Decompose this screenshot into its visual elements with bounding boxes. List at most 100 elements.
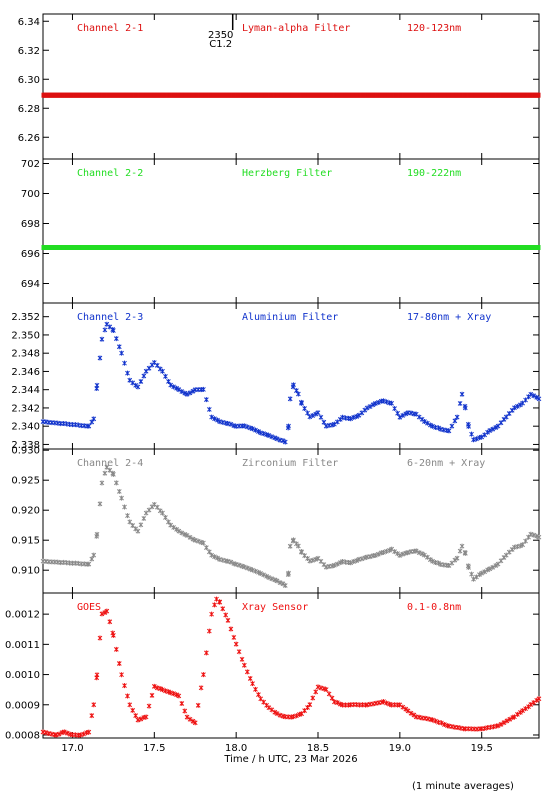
data-point bbox=[130, 707, 136, 713]
panel-label: 0.1-0.8nm bbox=[407, 602, 461, 613]
data-point bbox=[462, 550, 468, 556]
data-markers bbox=[40, 321, 542, 445]
data-point bbox=[274, 436, 280, 442]
data-point bbox=[462, 405, 468, 411]
data-point bbox=[217, 599, 223, 605]
y-tick-label: 6.34 bbox=[18, 17, 40, 28]
data-point bbox=[264, 573, 269, 579]
data-point bbox=[223, 612, 229, 618]
data-point bbox=[334, 561, 340, 567]
y-tick-label: 0.910 bbox=[11, 566, 40, 577]
data-point bbox=[102, 470, 108, 476]
panel-label: 120-123nm bbox=[407, 23, 461, 34]
panel-label: Lyman-alpha Filter bbox=[242, 23, 350, 34]
data-point bbox=[135, 384, 141, 390]
data-point bbox=[228, 559, 234, 565]
data-point bbox=[536, 534, 542, 540]
data-point bbox=[269, 434, 275, 440]
data-point bbox=[419, 551, 425, 557]
data-point bbox=[364, 405, 370, 411]
data-point bbox=[204, 545, 209, 551]
data-point bbox=[523, 538, 528, 544]
data-point bbox=[310, 695, 316, 701]
x-tick-label: 18.0 bbox=[225, 743, 247, 754]
data-point bbox=[166, 378, 171, 384]
data-point bbox=[442, 721, 447, 727]
data-point bbox=[179, 389, 185, 395]
data-point bbox=[174, 692, 179, 698]
panel-label: 6-20nm + Xray bbox=[407, 458, 485, 469]
data-point bbox=[160, 687, 165, 693]
data-point bbox=[141, 515, 147, 521]
data-point bbox=[397, 414, 403, 420]
data-point bbox=[244, 424, 250, 430]
data-point bbox=[236, 649, 242, 655]
data-point bbox=[163, 515, 168, 521]
data-point bbox=[228, 626, 234, 632]
data-point bbox=[286, 423, 291, 429]
panel-label: Channel 2-3 bbox=[77, 312, 143, 323]
data-point bbox=[179, 700, 185, 706]
y-tick-label: 6.30 bbox=[18, 75, 40, 86]
data-point bbox=[323, 687, 329, 693]
data-point bbox=[272, 709, 278, 715]
data-point bbox=[99, 611, 105, 617]
data-point bbox=[459, 391, 465, 397]
data-point bbox=[160, 368, 165, 374]
data-point bbox=[99, 336, 105, 342]
data-point bbox=[436, 560, 441, 566]
data-point bbox=[507, 716, 513, 722]
y-tick-label: 2.344 bbox=[11, 385, 40, 396]
data-point bbox=[392, 406, 397, 412]
data-point bbox=[471, 576, 476, 582]
data-point bbox=[133, 713, 139, 719]
data-point bbox=[151, 683, 157, 689]
data-point bbox=[348, 416, 354, 422]
x-tick-label: 17.0 bbox=[61, 743, 83, 754]
y-tick-label: 0.0009 bbox=[5, 700, 40, 711]
data-point bbox=[490, 564, 496, 570]
data-point bbox=[313, 689, 319, 695]
y-tick-label: 698 bbox=[21, 219, 40, 230]
data-point bbox=[119, 495, 124, 501]
data-point bbox=[111, 328, 116, 334]
data-point bbox=[190, 388, 196, 394]
data-point bbox=[282, 582, 288, 588]
panel-3: 2.338 2.340 2.342 2.344 2.346 2.348 2.350 2.352… bbox=[11, 302, 542, 451]
data-point bbox=[209, 414, 214, 420]
panel-4: 0.910 0.915 0.920 0.925 0.930 Channel 2-4 Zirc… bbox=[11, 446, 542, 594]
data-point bbox=[236, 562, 242, 568]
data-point bbox=[176, 528, 182, 534]
data-point bbox=[266, 705, 272, 711]
data-point bbox=[122, 360, 127, 366]
data-point bbox=[86, 561, 92, 567]
panel-label: Channel 2-1 bbox=[77, 23, 143, 34]
data-point bbox=[501, 720, 507, 726]
data-point bbox=[212, 554, 217, 560]
panel-label: GOES bbox=[77, 602, 101, 613]
data-point bbox=[400, 704, 406, 710]
data-point bbox=[244, 669, 250, 675]
panel-2: 694 696 698 700 702 Channel 2-2 Herzberg Filte… bbox=[21, 158, 541, 304]
data-point bbox=[119, 672, 124, 678]
data-point bbox=[253, 427, 258, 433]
data-point bbox=[291, 537, 296, 543]
panel-frame bbox=[42, 158, 540, 304]
data-point bbox=[182, 390, 188, 396]
data-point bbox=[244, 565, 250, 571]
data-point bbox=[430, 558, 435, 564]
y-tick-label: 0.915 bbox=[11, 536, 40, 547]
data-point bbox=[354, 558, 359, 564]
data-point bbox=[375, 400, 381, 406]
data-point bbox=[176, 693, 182, 699]
data-point bbox=[487, 428, 493, 434]
data-point bbox=[201, 672, 206, 678]
panel-label: Channel 2-4 bbox=[77, 458, 143, 469]
data-point bbox=[89, 556, 95, 562]
data-point bbox=[517, 543, 523, 549]
data-point bbox=[416, 414, 422, 420]
data-point bbox=[166, 519, 171, 525]
data-point bbox=[94, 531, 100, 537]
data-point bbox=[89, 713, 95, 719]
data-point bbox=[321, 419, 327, 425]
